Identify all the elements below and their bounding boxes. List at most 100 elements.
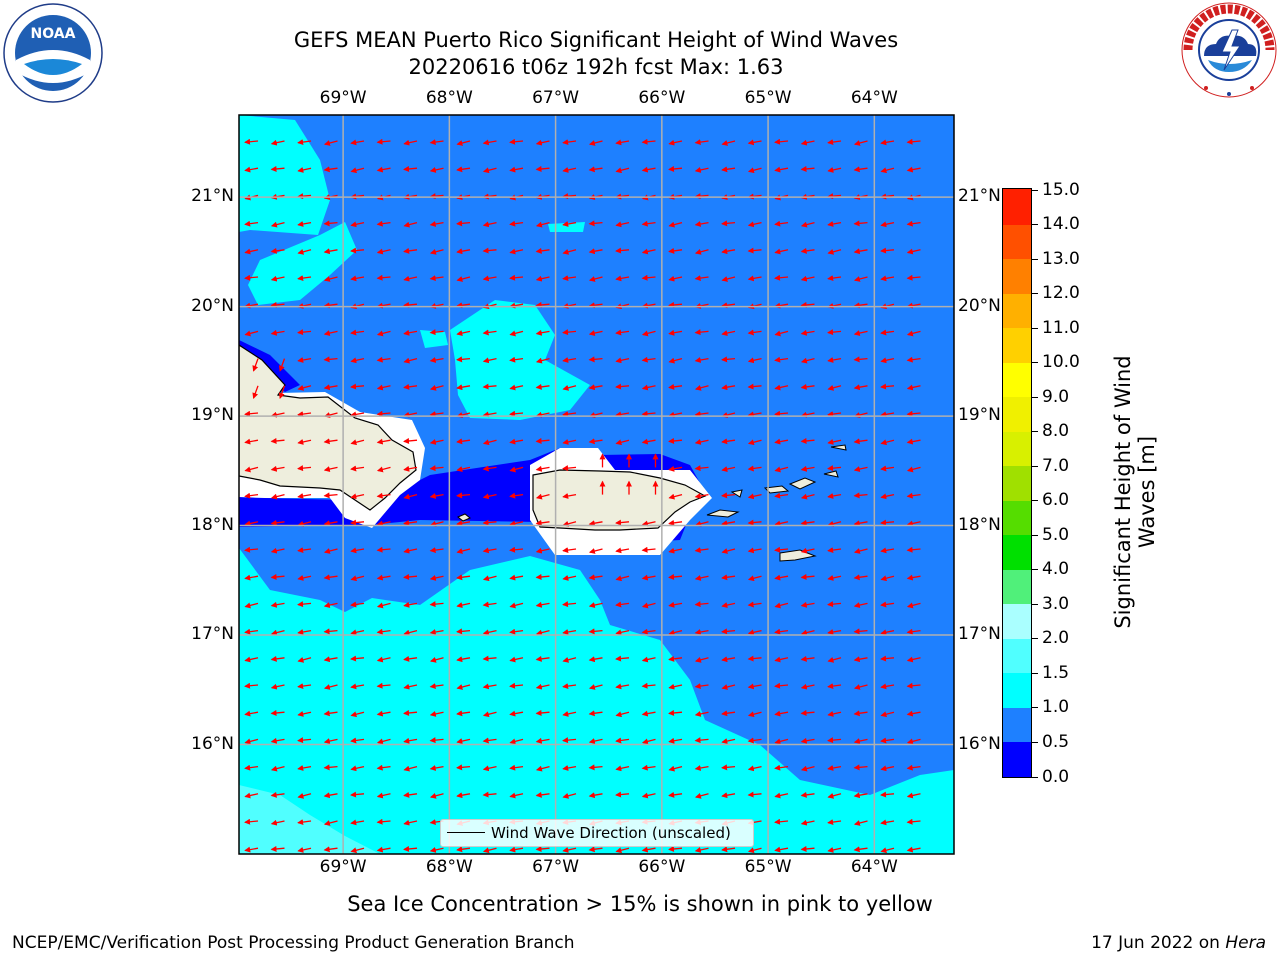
wave-direction-arrow bbox=[774, 492, 789, 499]
lon-tick-label-bottom: 67°W bbox=[532, 857, 580, 877]
wave-direction-arrow bbox=[694, 629, 709, 635]
wave-direction-arrow bbox=[376, 384, 391, 391]
wave-direction-arrow bbox=[853, 302, 868, 309]
small-island bbox=[788, 477, 817, 490]
wave-direction-arrow bbox=[641, 846, 656, 853]
wave-direction-arrow bbox=[615, 383, 630, 390]
wave-direction-arrow bbox=[323, 602, 338, 609]
wave-direction-arrow bbox=[323, 820, 338, 826]
wave-direction-arrow bbox=[906, 220, 921, 227]
colorbar-tick-mark bbox=[1032, 293, 1038, 295]
wave-direction-arrow bbox=[509, 628, 524, 635]
wave-direction-arrow bbox=[350, 601, 365, 608]
wave-direction-arrow bbox=[906, 574, 921, 581]
wave-direction-arrow bbox=[297, 710, 312, 717]
wave-direction-arrow bbox=[853, 820, 868, 826]
wave-direction-arrow bbox=[641, 166, 656, 173]
wave-direction-arrow bbox=[880, 791, 895, 798]
wave-zone-0-0p5-west bbox=[239, 340, 300, 392]
wave-direction-arrow bbox=[535, 765, 550, 772]
wave-direction-arrow bbox=[482, 439, 497, 446]
wave-direction-arrow bbox=[694, 792, 709, 799]
wave-direction-arrow bbox=[535, 411, 550, 418]
lon-tick-label-bottom: 68°W bbox=[425, 857, 473, 877]
wave-direction-arrow bbox=[721, 628, 736, 635]
wave-direction-arrow bbox=[403, 601, 418, 608]
lat-tick-label-right: 16°N bbox=[958, 733, 1001, 754]
lon-tick-label-bottom: 65°W bbox=[744, 857, 792, 877]
wave-direction-arrow bbox=[509, 792, 524, 799]
wave-direction-arrow bbox=[535, 519, 550, 526]
wave-direction-arrow bbox=[641, 738, 656, 745]
wave-direction-arrow bbox=[853, 710, 868, 717]
wave-direction-arrow bbox=[323, 520, 338, 527]
wave-direction-arrow bbox=[535, 655, 550, 662]
colorbar-segment bbox=[1003, 534, 1031, 570]
colorbar-tick-label: 9.0 bbox=[1042, 386, 1070, 407]
wave-direction-arrow bbox=[482, 737, 497, 744]
wave-direction-arrow bbox=[244, 574, 259, 581]
wave-direction-arrow bbox=[429, 683, 444, 690]
wave-direction-arrow bbox=[853, 846, 868, 853]
wave-direction-arrow bbox=[721, 656, 736, 663]
colorbar-tick-mark bbox=[1032, 258, 1038, 260]
wave-direction-arrow bbox=[588, 846, 603, 853]
wave-direction-arrow bbox=[906, 628, 921, 635]
wave-direction-arrow bbox=[376, 546, 391, 553]
wave-direction-arrow bbox=[906, 274, 921, 281]
wave-direction-arrow bbox=[774, 166, 789, 173]
wave-direction-arrow bbox=[244, 738, 259, 745]
wave-direction-arrow bbox=[270, 411, 285, 418]
wave-direction-arrow bbox=[376, 602, 391, 609]
wave-direction-arrow bbox=[800, 301, 815, 308]
wave-direction-arrow bbox=[535, 329, 550, 336]
wave-direction-arrow bbox=[880, 765, 895, 772]
wave-direction-arrow bbox=[403, 845, 418, 852]
wave-direction-arrow bbox=[853, 492, 868, 499]
wave-direction-arrow bbox=[535, 465, 550, 472]
wave-direction-arrow bbox=[350, 275, 365, 282]
hispaniola-land bbox=[239, 344, 417, 511]
wave-zone-1p0-1p5-patch bbox=[420, 330, 448, 348]
wave-direction-arrow bbox=[535, 247, 550, 254]
wave-direction-arrow bbox=[376, 410, 391, 417]
wave-direction-arrow bbox=[429, 329, 444, 336]
chart-title: GEFS MEAN Puerto Rico Significant Height… bbox=[293, 28, 899, 52]
wave-direction-arrow bbox=[482, 493, 497, 500]
wave-direction-arrow bbox=[429, 139, 444, 146]
wave-direction-arrow bbox=[774, 628, 789, 635]
wave-direction-arrow bbox=[429, 629, 444, 635]
wave-direction-arrow bbox=[880, 847, 895, 854]
wave-direction-arrow bbox=[323, 628, 338, 635]
wave-direction-arrow bbox=[800, 519, 815, 526]
wave-direction-arrow bbox=[694, 520, 709, 527]
wave-direction-arrow bbox=[297, 574, 312, 581]
wave-direction-arrow bbox=[562, 139, 577, 146]
wave-direction-arrow bbox=[429, 520, 444, 527]
lat-tick-label-right: 19°N bbox=[958, 405, 1001, 426]
wave-direction-arrow bbox=[297, 465, 312, 472]
wave-direction-arrow bbox=[615, 601, 630, 608]
noaa-logo: NOAA bbox=[3, 3, 103, 103]
wave-direction-arrow bbox=[403, 411, 418, 418]
lat-tick-label-left: 18°N bbox=[191, 514, 234, 535]
wave-direction-arrow bbox=[297, 248, 312, 255]
wave-direction-arrow bbox=[774, 602, 789, 609]
wave-direction-arrow bbox=[853, 656, 868, 663]
wave-direction-arrow bbox=[244, 792, 259, 799]
wave-direction-arrow bbox=[562, 465, 577, 472]
wave-direction-arrow bbox=[853, 248, 868, 255]
wave-direction-arrow bbox=[747, 711, 762, 718]
wave-direction-arrow bbox=[509, 330, 524, 337]
wave-direction-arrow bbox=[694, 166, 709, 173]
colorbar-segment bbox=[1003, 741, 1031, 777]
wave-direction-arrow bbox=[376, 248, 391, 255]
wave-direction-arrow bbox=[562, 357, 577, 363]
wave-direction-arrow bbox=[694, 493, 709, 499]
wave-direction-arrow bbox=[376, 166, 391, 173]
wave-direction-arrow bbox=[562, 737, 577, 744]
wave-direction-arrow bbox=[615, 847, 630, 854]
wave-direction-arrow bbox=[853, 356, 868, 363]
wave-direction-arrow bbox=[535, 165, 550, 172]
wave-direction-arrow bbox=[509, 602, 524, 609]
